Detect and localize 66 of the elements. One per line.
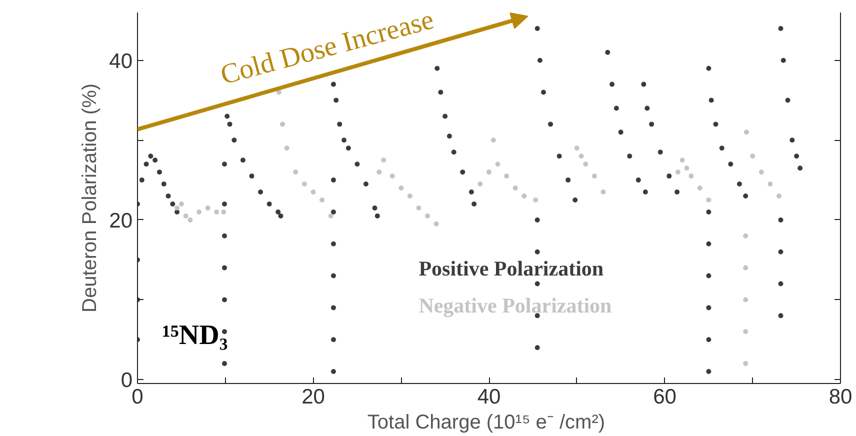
point [743, 329, 748, 334]
x-tick-label: 40 [477, 386, 501, 408]
point [174, 205, 180, 210]
x-tick-label: 60 [653, 386, 676, 408]
text: Negative Polarization [418, 294, 612, 318]
point [398, 186, 404, 191]
point [743, 297, 748, 302]
point [600, 190, 606, 195]
point [495, 162, 500, 167]
point [776, 194, 782, 198]
point [205, 205, 210, 210]
point [280, 122, 285, 127]
point [376, 170, 382, 175]
y-axis-title: Deuteron Polarization (%) [79, 83, 102, 312]
point [697, 186, 702, 191]
point [214, 209, 220, 214]
point [284, 146, 290, 151]
y-tick-label: 20 [109, 209, 132, 232]
point [183, 213, 188, 218]
point [188, 217, 193, 222]
point [310, 190, 316, 195]
point [490, 138, 496, 143]
point [750, 154, 756, 159]
point [276, 90, 282, 95]
point [743, 361, 748, 366]
point [680, 158, 685, 163]
annotation: ¹⁵ND₃ [162, 320, 228, 351]
point [390, 174, 395, 179]
point [424, 213, 430, 218]
point [768, 182, 773, 187]
point [478, 182, 483, 187]
point [504, 174, 510, 179]
annotation: Cold Dose Increase [217, 4, 438, 92]
point [293, 170, 298, 175]
point [578, 154, 584, 159]
point [302, 182, 307, 187]
series-label: Positive Polarization [418, 256, 604, 280]
point [574, 146, 580, 151]
point [416, 205, 422, 210]
point [592, 174, 597, 179]
y-tick-label: 0 [120, 369, 133, 392]
point [522, 194, 527, 198]
point [512, 186, 518, 191]
point [221, 209, 226, 214]
point [758, 170, 764, 175]
y-tick-label: 40 [109, 50, 132, 73]
point [407, 194, 412, 198]
point [583, 162, 588, 167]
point [743, 265, 748, 270]
point [328, 213, 334, 218]
point [675, 170, 680, 175]
point [196, 209, 202, 214]
point [434, 221, 439, 226]
point [178, 201, 184, 206]
x-tick-label: 20 [302, 386, 325, 408]
point [688, 174, 694, 179]
x-tick-label: 80 [828, 386, 852, 408]
point [486, 170, 492, 175]
point [684, 166, 690, 171]
point [744, 130, 749, 135]
point [706, 198, 712, 202]
point [381, 158, 386, 163]
point [743, 233, 748, 238]
x-axis-title: Total Charge (10¹⁵ e⁻ /cm²) [367, 412, 606, 434]
point [533, 198, 538, 202]
point [320, 198, 325, 202]
